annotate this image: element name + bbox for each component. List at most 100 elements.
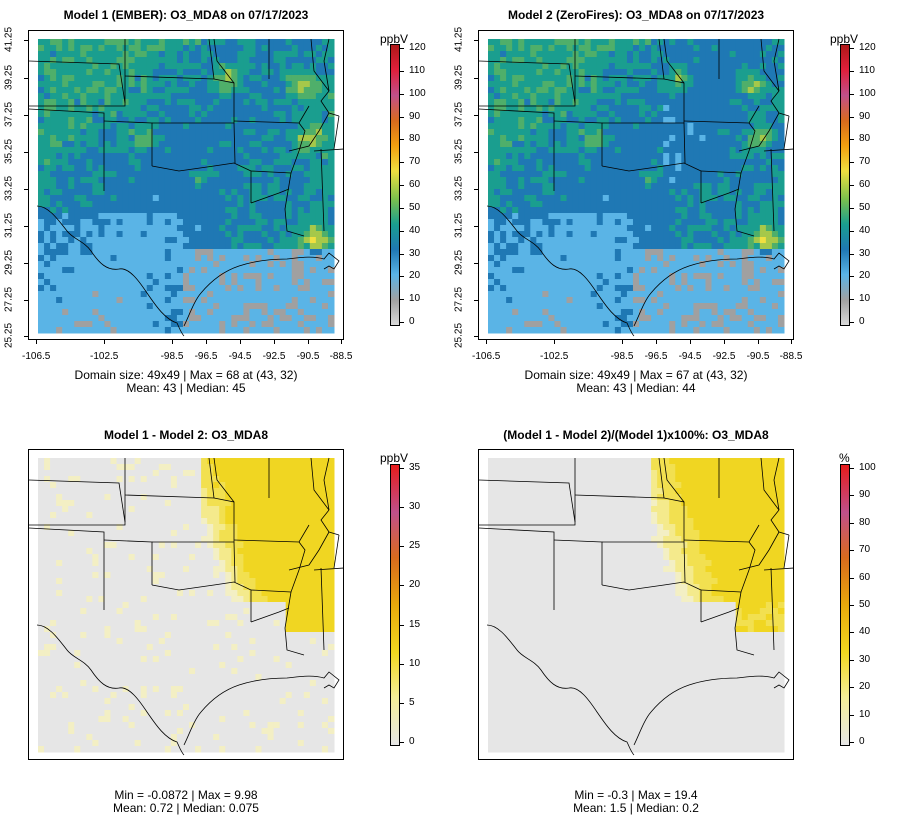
grid-cell: [590, 135, 598, 142]
grid-cell: [110, 303, 118, 310]
grid-cell: [267, 273, 275, 280]
grid-cell: [506, 99, 513, 106]
grid-cell: [500, 111, 507, 118]
grid-cell: [249, 201, 256, 208]
grid-cell: [315, 249, 323, 256]
grid-cell: [279, 219, 287, 226]
grid-cell: [620, 117, 628, 124]
grid-cell: [506, 201, 513, 208]
y-tick-label: 33.25: [3, 175, 15, 202]
grid-cell: [297, 51, 305, 58]
grid-cell: [134, 321, 142, 328]
grid-cell: [321, 273, 329, 280]
grid-cell: [488, 321, 495, 328]
grid-cell: [548, 153, 555, 160]
grid-cell: [273, 279, 281, 286]
grid-cell: [560, 81, 568, 88]
grid-cell: [596, 255, 604, 262]
grid-cell: [50, 195, 57, 202]
grid-cell: [140, 267, 148, 274]
grid-cell: [104, 195, 111, 202]
grid-cell: [524, 171, 531, 178]
grid-cell: [699, 153, 706, 160]
grid-cell: [777, 195, 785, 202]
grid-cell: [608, 105, 616, 112]
grid-cell: [578, 153, 586, 160]
grid-cell: [86, 147, 93, 154]
grid-cell: [705, 99, 713, 106]
grid-cell: [213, 45, 220, 52]
grid-cell: [327, 321, 335, 328]
grid-cell: [176, 171, 184, 178]
grid-cell: [315, 45, 323, 52]
grid-cell: [207, 207, 214, 214]
grid-cell: [189, 195, 196, 202]
grid-cell: [128, 45, 136, 52]
grid-cell: [237, 69, 244, 76]
grid-cell: [243, 303, 250, 310]
grid-cell: [92, 45, 99, 52]
grid-cell: [729, 69, 737, 76]
grid-cell: [152, 327, 160, 334]
grid-cell: [237, 57, 244, 64]
grid-cell: [614, 267, 622, 274]
grid-cell: [146, 189, 154, 196]
grid-cell: [596, 135, 604, 142]
grid-cell: [530, 255, 537, 262]
grid-cell: [321, 159, 329, 166]
grid-cell: [687, 291, 694, 298]
grid-cell: [152, 195, 160, 202]
grid-cell: [614, 231, 622, 238]
grid-cell: [255, 45, 263, 52]
grid-cell: [717, 57, 725, 64]
grid-cell: [669, 249, 676, 256]
grid-cell: [219, 255, 226, 262]
grid-cell: [699, 39, 706, 46]
grid-cell: [98, 267, 105, 274]
grid-cell: [620, 147, 628, 154]
grid-cell: [213, 219, 220, 226]
grid-cell: [548, 159, 555, 166]
grid-cell: [219, 123, 226, 130]
grid-cell: [116, 147, 124, 154]
grid-cell: [182, 141, 190, 148]
grid-cell: [488, 279, 495, 286]
grid-cell: [651, 201, 658, 208]
grid-cell: [518, 57, 525, 64]
grid-cell: [80, 297, 87, 304]
grid-cell: [512, 315, 519, 322]
grid-cell: [38, 255, 45, 262]
grid-cell: [146, 45, 154, 52]
grid-cell: [116, 45, 124, 52]
grid-cell: [572, 261, 580, 268]
grid-cell: [152, 75, 160, 82]
grid-cell: [765, 129, 773, 136]
grid-cell: [651, 75, 658, 82]
grid-cell: [92, 171, 99, 178]
grid-cell: [279, 231, 287, 238]
grid-cell: [687, 153, 694, 160]
grid-cell: [620, 69, 628, 76]
state-border: [770, 148, 775, 232]
grid-cell: [219, 45, 226, 52]
grid-cell: [146, 171, 154, 178]
grid-cell: [548, 255, 555, 262]
grid-cell: [231, 99, 238, 106]
grid-cell: [146, 165, 154, 172]
grid-cell: [273, 321, 281, 328]
grid-cell: [723, 165, 731, 172]
grid-cell: [536, 123, 543, 130]
grid-cell: [201, 69, 208, 76]
grid-cell: [128, 105, 136, 112]
grid-cell: [146, 39, 154, 46]
grid-cell: [602, 267, 610, 274]
grid-cell: [80, 261, 87, 268]
x-tick-mark: [791, 340, 792, 344]
grid-cell: [279, 213, 287, 220]
grid-cell: [303, 105, 311, 112]
grid-cell: [584, 147, 592, 154]
grid-cell: [608, 273, 616, 280]
grid-cell: [303, 135, 311, 142]
grid-cell: [735, 273, 743, 280]
grid-cell: [321, 189, 329, 196]
